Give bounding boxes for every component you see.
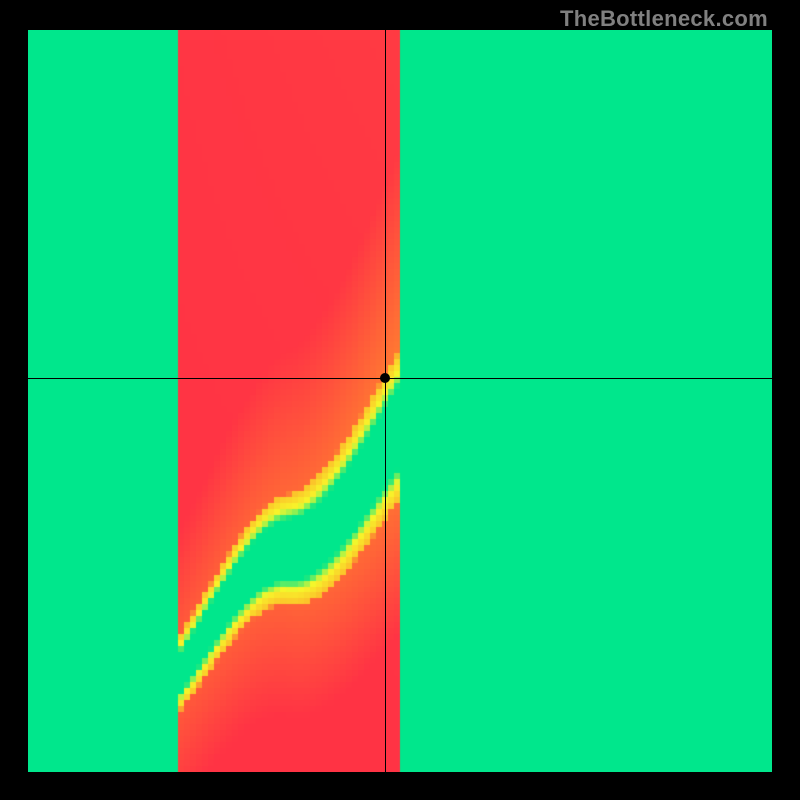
crosshair-horizontal	[28, 378, 772, 379]
crosshair-vertical	[385, 30, 386, 772]
crosshair-dot	[380, 373, 390, 383]
heatmap-plot	[28, 30, 772, 772]
watermark-text: TheBottleneck.com	[560, 6, 768, 32]
heatmap-canvas	[28, 30, 772, 772]
